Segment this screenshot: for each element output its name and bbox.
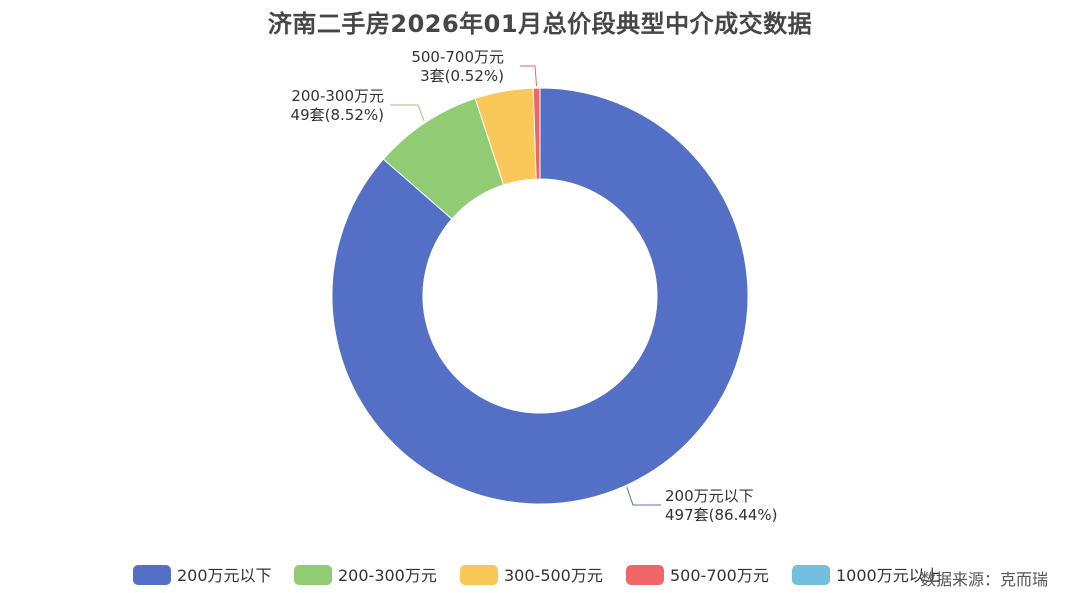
data-source-note: 数据来源：克而瑞 [920, 570, 1049, 589]
donut-slice-1[interactable] [331, 87, 749, 505]
data-label-3-line-2: 3套(0.52%) [420, 67, 504, 85]
data-label-2-line-2: 49套(8.52%) [291, 106, 384, 124]
data-label-1-line-1: 200万元以下 [665, 487, 754, 505]
legend-swatch-5[interactable] [792, 565, 830, 585]
legend-label-4[interactable]: 500-700万元 [670, 566, 769, 585]
legend-label-3[interactable]: 300-500万元 [504, 566, 603, 585]
data-label-3-line-1: 500-700万元 [411, 48, 504, 66]
label-leader-line-2 [390, 104, 425, 122]
donut-slices [331, 87, 749, 505]
data-label-2-line-1: 200-300万元 [291, 87, 384, 105]
donut-slice-4[interactable] [532, 87, 541, 180]
legend: 200万元以下 200-300万元 300-500万元 500-700万元 1000万元… [133, 565, 941, 585]
legend-swatch-2[interactable] [294, 565, 332, 585]
label-leader-line-1 [626, 487, 661, 506]
label-leader-line-3 [520, 65, 538, 87]
legend-label-1[interactable]: 200万元以下 [177, 566, 272, 585]
legend-swatch-4[interactable] [626, 565, 664, 585]
legend-swatch-1[interactable] [133, 565, 171, 585]
legend-label-2[interactable]: 200-300万元 [338, 566, 437, 585]
legend-swatch-3[interactable] [460, 565, 498, 585]
data-label-1-line-2: 497套(86.44%) [665, 506, 778, 524]
legend-label-5[interactable]: 1000万元以上 [836, 566, 941, 585]
chart-title: 济南二手房2026年01月总价段典型中介成交数据 [267, 10, 813, 38]
